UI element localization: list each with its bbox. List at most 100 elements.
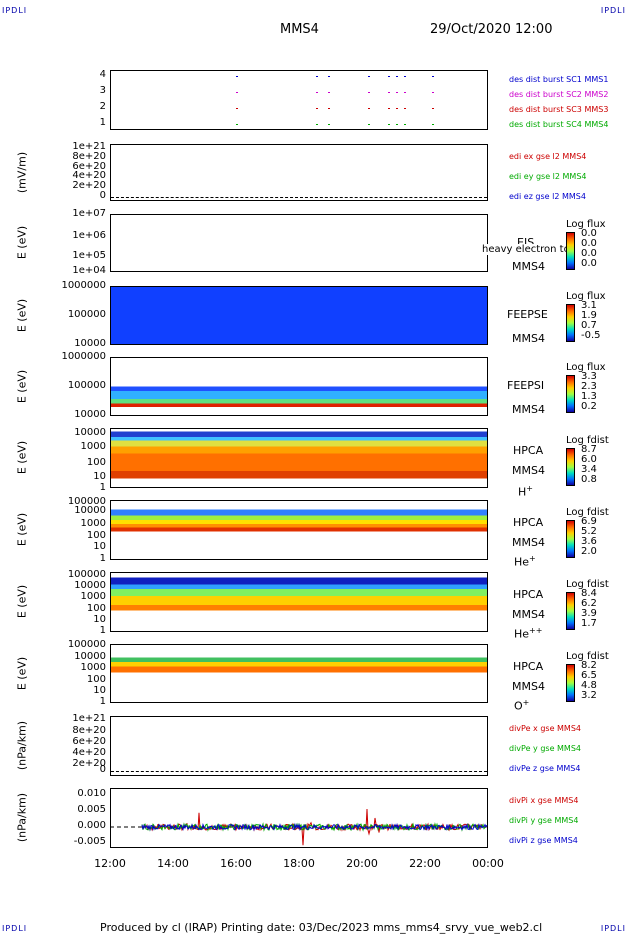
colorbar [566,664,575,702]
colorbar-value: 2.0 [581,546,597,557]
y-tick-label: 1e+21 [72,713,106,724]
burst-mark [404,76,406,77]
x-tick-label: 22:00 [409,857,441,870]
y-tick-label: 100000 [67,569,106,580]
colorbar-title: Log fdist [566,507,609,518]
spacecraft-label: MMS4 [512,403,545,416]
series-legend-label: divPe y gse MMS4 [509,744,581,753]
series-legend-label: des dist burst SC2 MMS2 [509,90,609,99]
spectrogram [111,573,487,631]
colorbar-value: 6.0 [581,454,597,465]
y-tick-label: 4 [99,69,106,80]
corner-logo-tl: IPDLI [2,6,28,15]
y-tick-label: 10000 [74,409,106,420]
y-tick-label: 0.010 [77,788,106,799]
colorbar-value: 1.3 [581,391,597,402]
colorbar [566,520,575,558]
spacecraft-title: MMS4 [280,22,319,37]
colorbar-value: 1.7 [581,618,597,629]
y-tick-label: 1000 [80,441,106,452]
species-charge: + [526,484,533,493]
burst-mark [404,92,406,93]
series-legend-label: divPi y gse MMS4 [509,816,579,825]
x-tick-label: 14:00 [157,857,189,870]
y-tick-label: 1e+21 [72,141,106,152]
series-legend-label: divPi z gse MMS4 [509,836,578,845]
series-legend-label: edi ey gse l2 MMS4 [509,172,587,181]
datetime-title: 29/Oct/2020 12:00 [430,22,553,37]
y-tick-label: 10 [93,685,106,696]
burst-mark [388,76,390,77]
burst-mark [368,76,370,77]
burst-mark [396,76,398,77]
x-tick-label: 00:00 [472,857,504,870]
plot-panel [110,357,488,416]
y-tick-label: 1e+06 [72,230,106,241]
colorbar-title: Log flux [566,291,606,302]
burst-mark [316,76,318,77]
colorbar-value: 3.2 [581,690,597,701]
burst-mark [432,108,434,109]
y-tick-label: 1000000 [61,280,106,291]
y-tick-label: 1 [99,696,106,707]
colorbar-value: 3.6 [581,536,597,547]
corner-logo-tr: IPDLI [600,6,626,15]
burst-mark [368,108,370,109]
colorbar [566,304,575,342]
colorbar-value: 8.2 [581,660,597,671]
plot-panel [110,428,488,488]
burst-mark [388,124,390,125]
divpi-lines [110,808,488,846]
burst-mark [316,124,318,125]
y-tick-label: 2e+20 [72,758,106,769]
series-line [141,822,488,832]
plot-panel [110,572,488,632]
series-legend-label: divPe x gse MMS4 [509,724,581,733]
colorbar [566,375,575,413]
burst-mark [432,124,434,125]
burst-mark [388,108,390,109]
species-label: He+ [514,554,536,569]
x-tick-label: 20:00 [346,857,378,870]
colorbar-value: 3.1 [581,300,597,311]
species-charge: + [529,554,536,563]
y-tick-label: 10000 [74,580,106,591]
spacecraft-label: MMS4 [512,680,545,693]
colorbar-value: 0.0 [581,258,597,269]
burst-mark [328,92,330,93]
spacecraft-label: MMS4 [512,464,545,477]
plot-panel [110,286,488,345]
colorbar-title: Log fdist [566,579,609,590]
plot-panel [110,500,488,560]
y-tick-label: 10 [93,471,106,482]
colorbar-value: 0.0 [581,248,597,259]
y-tick-label: 100000 [67,496,106,507]
instrument-label: HPCA [513,516,544,529]
y-tick-label: 1e+07 [72,208,106,219]
y-tick-label: 6e+20 [72,161,106,172]
burst-mark [396,124,398,125]
y-tick-label: 1000000 [61,351,106,362]
y-tick-label: 0.000 [77,820,106,831]
plot-panel [110,716,488,776]
x-tick-label: 18:00 [283,857,315,870]
y-tick-label: 100000 [67,380,106,391]
y-tick-label: 0 [99,190,106,201]
y-tick-label: 2e+20 [72,180,106,191]
y-tick-label: 10 [93,541,106,552]
colorbar [566,592,575,630]
species-charge: + [522,698,530,707]
plot-panel [110,70,488,130]
species-label: H+ [518,484,533,499]
colorbar [566,232,575,270]
plot-panel [110,144,488,201]
colorbar-value: 4.8 [581,680,597,691]
spacecraft-label: MMS4 [512,332,545,345]
x-tick-label: 16:00 [220,857,252,870]
burst-mark [328,108,330,109]
species-label: He++ [514,626,543,641]
y-tick-label: 10 [93,614,106,625]
burst-mark [404,108,406,109]
colorbar-value: 6.2 [581,598,597,609]
colorbar-value: 3.9 [581,608,597,619]
